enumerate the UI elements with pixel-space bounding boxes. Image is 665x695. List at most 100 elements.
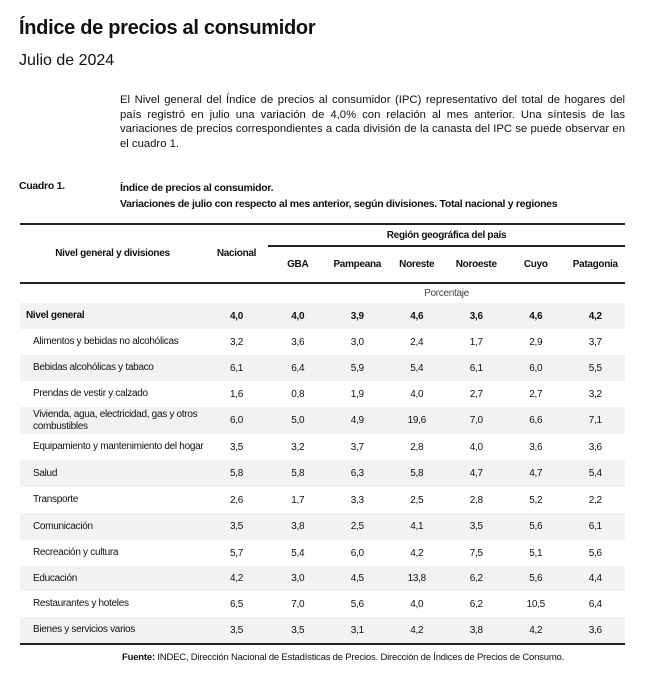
cell-noroeste: 1,7: [469, 336, 483, 348]
cell-pampeana: 6,0: [350, 547, 364, 559]
row-label: Comunicación: [33, 520, 93, 532]
cell-nacional: 4,2: [229, 573, 243, 584]
cell-nacional: 6,0: [229, 415, 243, 426]
cell-pampeana: 3,0: [350, 336, 364, 348]
row-label: Bienes y servicios varios: [33, 624, 135, 635]
cell-gba: 6,4: [291, 362, 305, 374]
row-label: Bebidas alcohólicas y tabaco: [33, 362, 154, 373]
table-row: Prendas de vestir y calzado 1,6 0,8 1,9 4,0 2…: [20, 381, 625, 407]
cell-patagonia: 3,6: [588, 624, 602, 636]
cell-patagonia: 6,1: [588, 521, 602, 532]
cell-noreste: 2,4: [410, 336, 424, 348]
header-region-gba: GBA: [287, 259, 309, 270]
cell-nacional: 3,5: [229, 521, 243, 532]
cell-nacional: 5,7: [229, 547, 243, 559]
cell-patagonia: 4,2: [588, 310, 602, 322]
table-row: Vivienda, agua, electricidad, gas y otro…: [20, 407, 625, 434]
cell-cuyo: 10,5: [526, 598, 546, 610]
cell-noroeste: 2,8: [469, 494, 483, 506]
table-row: Comunicación 3,5 3,8 2,5 4,1 3,5 5,6 6,1: [20, 513, 625, 540]
cell-noroeste: 6,2: [469, 573, 483, 584]
cell-noroeste: 3,5: [469, 521, 483, 532]
cell-noreste: 5,4: [410, 362, 424, 374]
row-label: Restaurantes y hoteles: [33, 598, 129, 609]
cell-pampeana: 4,5: [350, 573, 364, 584]
cell-nacional: 6,1: [229, 362, 243, 374]
cell-patagonia: 3,7: [588, 336, 602, 348]
cell-cuyo: 2,7: [529, 388, 543, 400]
cell-gba: 1,7: [291, 494, 305, 506]
cell-noreste: 13,8: [407, 573, 427, 584]
cell-gba: 0,8: [291, 388, 305, 400]
cell-gba: 4,0: [291, 310, 305, 322]
cell-noreste: 19,6: [407, 415, 427, 426]
table-bottom-rule: [20, 643, 625, 645]
header-region-noroeste: Noroeste: [455, 259, 497, 270]
table-top-rule: [20, 223, 625, 225]
header-bottom-rule: [20, 282, 625, 284]
cell-cuyo: 5,1: [529, 547, 543, 559]
page-title: Índice de precios al consumidor: [19, 17, 316, 39]
cell-cuyo: 6,0: [529, 362, 543, 374]
cell-noroeste: 3,8: [469, 624, 483, 636]
intro-paragraph: El Nivel general del Índice de precios a…: [120, 94, 625, 150]
table-row: Alimentos y bebidas no alcohólicas 3,2 3,6…: [20, 329, 625, 355]
cell-patagonia: 3,6: [588, 441, 602, 453]
cell-nacional: 3,5: [229, 441, 243, 453]
cell-pampeana: 3,1: [350, 624, 364, 636]
cell-gba: 3,6: [291, 336, 305, 348]
cell-gba: 3,0: [291, 573, 305, 584]
row-label: Educación: [33, 572, 77, 584]
table-label: Cuadro 1.: [19, 180, 65, 192]
header-region-patagonia: Patagonia: [572, 259, 618, 270]
row-label: Salud: [33, 467, 58, 479]
cell-gba: 5,0: [291, 415, 305, 426]
cell-noreste: 4,0: [410, 388, 424, 400]
cell-nacional: 3,2: [229, 336, 243, 348]
table-row: Bienes y servicios varios 3,5 3,5 3,1 4,2 3,8…: [20, 617, 625, 643]
cell-patagonia: 4,4: [588, 573, 602, 584]
table-row: Nivel general 4,0 4,0 3,9 4,6 3,6 4,6 4,2: [20, 303, 625, 329]
cell-patagonia: 5,6: [588, 547, 602, 559]
table-title-line2: Variaciones de julio con respecto al mes…: [120, 198, 558, 210]
cell-patagonia: 5,4: [588, 468, 602, 479]
cell-nacional: 2,6: [229, 494, 243, 506]
row-label: Nivel general: [26, 310, 85, 321]
table-row: Bebidas alcohólicas y tabaco 6,1 6,4 5,9 5,4…: [20, 355, 625, 381]
cell-pampeana: 2,5: [350, 521, 364, 532]
cell-cuyo: 3,6: [529, 441, 543, 453]
cell-gba: 5,4: [291, 547, 305, 559]
row-label: Transporte: [33, 494, 78, 505]
header-nacional: Nacional: [216, 248, 257, 259]
page-subtitle: Julio de 2024: [19, 52, 115, 69]
source-note: Fuente: INDEC, Dirección Nacional de Est…: [122, 652, 564, 663]
table-row: Recreación y cultura 5,7 5,4 6,0 4,2 7,5 5,1 5,…: [20, 540, 625, 566]
cell-patagonia: 7,1: [588, 415, 602, 426]
cell-patagonia: 2,2: [588, 494, 602, 506]
table-row: Equipamiento y mantenimiento del hogar 3,…: [20, 434, 625, 460]
table-row: Restaurantes y hoteles 6,5 7,0 5,6 4,0 6,2 10,…: [20, 591, 625, 617]
unit-label: Porcentaje: [424, 287, 469, 299]
row-label: Equipamiento y mantenimiento del hogar: [33, 441, 204, 452]
cell-noreste: 4,2: [410, 624, 424, 636]
cell-pampeana: 4,9: [350, 415, 364, 426]
cell-cuyo: 5,2: [529, 494, 543, 506]
row-label: Prendas de vestir y calzado: [33, 388, 148, 399]
cell-pampeana: 1,9: [350, 388, 364, 400]
cell-noreste: 4,0: [410, 598, 424, 610]
header-region-noreste: Noreste: [399, 259, 435, 270]
cell-gba: 3,5: [291, 624, 305, 636]
cell-noroeste: 7,5: [469, 547, 483, 559]
cell-cuyo: 4,2: [529, 624, 543, 636]
cell-cuyo: 4,7: [529, 468, 543, 479]
cell-patagonia: 3,2: [588, 388, 602, 400]
cell-noroeste: 6,2: [469, 598, 483, 610]
row-label: Vivienda, agua, electricidad, gas y otro…: [33, 408, 198, 432]
cell-pampeana: 5,9: [350, 362, 364, 374]
cell-noreste: 4,6: [410, 310, 424, 322]
cell-noroeste: 6,1: [469, 362, 483, 374]
table-title: Índice de precios al consumidor. Variaci…: [120, 180, 558, 212]
header-region-pampeana: Pampeana: [333, 259, 382, 270]
header-divisiones: Nivel general y divisiones: [55, 248, 170, 259]
row-label: Recreación y cultura: [33, 547, 119, 558]
